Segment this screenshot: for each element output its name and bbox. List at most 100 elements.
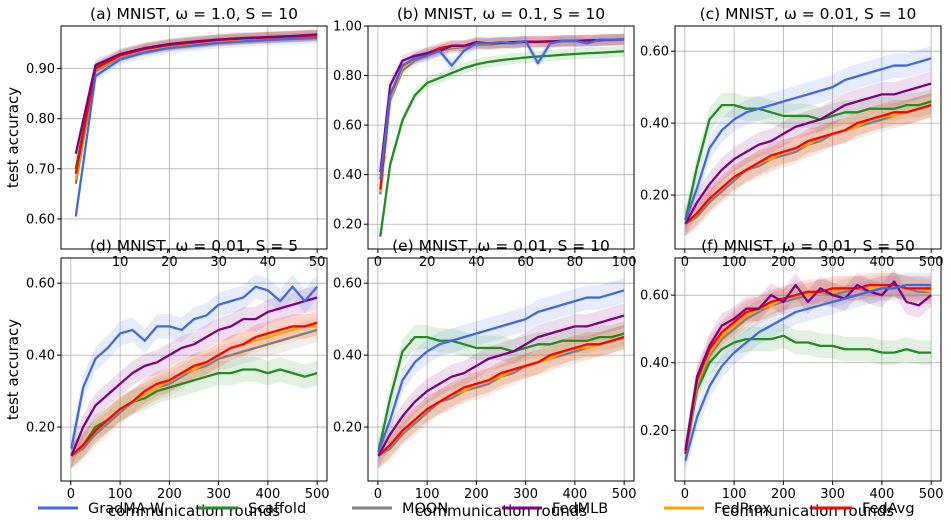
series-line-fedmlb — [74, 33, 318, 155]
x-axis-label: communication rounds — [415, 502, 587, 520]
x-tick-label: 0 — [681, 487, 689, 502]
series-line-gradma-w — [684, 283, 932, 462]
y-tick-label: 0.40 — [333, 168, 362, 183]
y-tick-label: 0.60 — [640, 45, 669, 60]
panel-title: (d) MNIST, ω = 0.01, S = 5 — [90, 237, 298, 255]
series-line-gradma-w — [74, 36, 318, 217]
series-line-fedmlb — [684, 82, 932, 225]
y-tick-label: 0.40 — [26, 349, 55, 364]
series-line-gradma-w — [377, 289, 625, 453]
x-tick-label: 500 — [305, 487, 330, 502]
x-tick-label: 0 — [67, 487, 75, 502]
band-fedmlb — [71, 285, 318, 469]
panel-title: (a) MNIST, ω = 1.0, S = 10 — [90, 5, 298, 23]
series-line-fedmlb — [377, 314, 625, 457]
legend-label-fedavg: FedAvg — [862, 501, 915, 517]
series-line-scaffold — [684, 334, 932, 455]
y-tick-label: 0.60 — [26, 277, 55, 292]
y-tick-label: 0.70 — [26, 162, 55, 177]
band-moon — [378, 324, 625, 469]
band-fedmlb — [378, 303, 625, 469]
y-axis-label: test accuracy — [4, 319, 22, 420]
series-line-fedavg — [70, 321, 318, 457]
x-tick-label: 300 — [513, 487, 538, 502]
band-fedavg — [685, 272, 932, 467]
panel-4: 0 100 200 300 400 500 0.20 0.40 0.60 (d) MNIST, ω… — [4, 237, 330, 520]
series-line-fedavg — [684, 104, 932, 225]
y-axis-label: test accuracy — [4, 87, 22, 188]
y-tick-label: 0.60 — [26, 212, 55, 227]
y-tick-label: 0.20 — [640, 424, 669, 439]
x-tick-label: 200 — [157, 487, 182, 502]
series-line-scaffold — [377, 332, 625, 453]
y-tick-label: 0.60 — [640, 289, 669, 304]
band-gradma-w — [71, 274, 318, 461]
plot-frame — [60, 25, 328, 250]
band-moon — [71, 317, 318, 469]
x-tick-label: 300 — [820, 487, 845, 502]
band-fedprox — [685, 92, 932, 237]
y-tick-label: 1.00 — [333, 20, 362, 35]
series-line-scaffold — [379, 50, 625, 237]
y-tick-label: 0.20 — [333, 218, 362, 233]
y-tick-label: 0.90 — [26, 62, 55, 77]
band-fedprox — [71, 314, 318, 469]
series-line-scaffold — [684, 100, 932, 221]
band-fedavg — [378, 324, 625, 469]
legend: GradMA-W Scaffold MOON FedMLB FedProx FedAvg — [38, 501, 915, 517]
y-tick-label: 0.80 — [26, 112, 55, 127]
panel-title: (c) MNIST, ω = 0.01, S = 10 — [700, 5, 917, 23]
legend-label-fedprox: FedProx — [714, 501, 771, 517]
x-tick-label: 400 — [255, 487, 280, 502]
y-tick-label: 0.80 — [333, 69, 362, 84]
legend-label-gradma-w: GradMA-W — [88, 501, 164, 517]
x-tick-label: 0 — [374, 487, 382, 502]
y-tick-label: 0.20 — [26, 421, 55, 436]
panel-6: 0 100 200 300 400 500 0.20 0.40 0.60 (f) MNIST, ω… — [640, 237, 944, 520]
plot-frame — [674, 257, 942, 482]
series-line-gradma-w — [70, 285, 319, 449]
panel-1: 10 20 30 40 500.600.700.800.90(a) MNIST, ω =… — [4, 5, 328, 270]
series-line-fedmlb — [70, 296, 318, 457]
band-fedprox — [685, 272, 932, 467]
plot-frame — [60, 257, 328, 482]
panel-title: (b) MNIST, ω = 0.1, S = 10 — [397, 5, 605, 23]
x-tick-label: 200 — [771, 487, 796, 502]
series-line-gradma-w — [684, 57, 932, 221]
x-tick-label: 200 — [464, 487, 489, 502]
y-tick-label: 0.20 — [333, 421, 362, 436]
x-tick-label: 100 — [415, 487, 440, 502]
panel-5: 0 100 200 300 400 500 0.20 0.40 0.60 (e) MNIST, ω… — [333, 237, 637, 520]
band-fedavg — [685, 92, 932, 237]
band-scaffold — [685, 323, 932, 467]
y-tick-label: 0.40 — [640, 117, 669, 132]
band-scaffold — [685, 89, 932, 233]
plot-frame — [674, 25, 942, 250]
y-tick-label: 0.40 — [640, 356, 669, 371]
band-moon — [685, 272, 932, 467]
plot-frame — [367, 25, 635, 250]
legend-label-scaffold: Scaffold — [248, 501, 306, 517]
x-tick-label: 500 — [612, 487, 637, 502]
series-line-gradma-w — [379, 38, 625, 180]
plot-frame — [367, 257, 635, 482]
band-gradma-w — [685, 272, 932, 473]
y-tick-label: 0.40 — [333, 349, 362, 364]
y-tick-label: 0.60 — [333, 119, 362, 134]
band-scaffold — [378, 321, 625, 465]
legend-label-fedmlb: FedMLB — [552, 501, 608, 517]
x-tick-label: 100 — [722, 487, 747, 502]
x-tick-label: 400 — [562, 487, 587, 502]
y-tick-label: 0.20 — [640, 189, 669, 204]
x-tick-label: 300 — [206, 487, 231, 502]
series-line-fedmlb — [684, 280, 932, 451]
x-tick-label: 400 — [869, 487, 894, 502]
panel-title: (e) MNIST, ω = 0.01, S = 10 — [392, 237, 610, 255]
y-tick-label: 0.60 — [333, 277, 362, 292]
x-tick-label: 100 — [108, 487, 133, 502]
series-line-fedavg — [377, 336, 625, 457]
band-fedmlb — [685, 71, 932, 237]
band-fedprox — [378, 324, 625, 469]
